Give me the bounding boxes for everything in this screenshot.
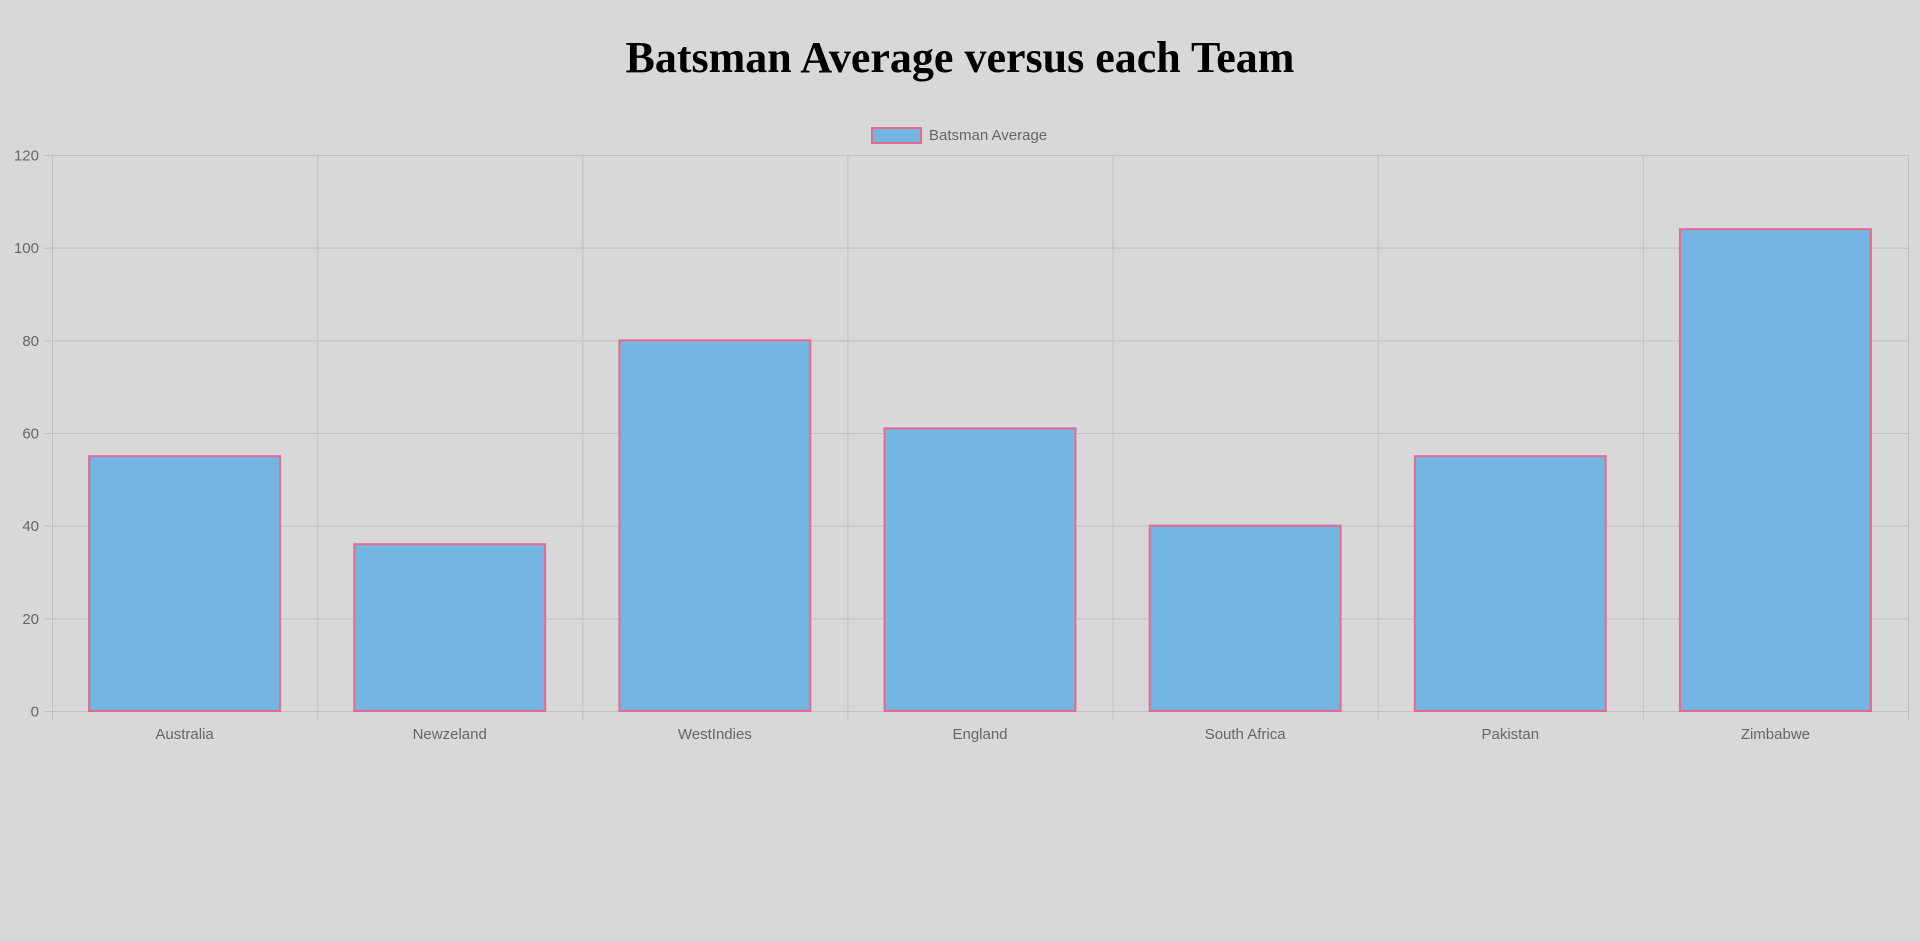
axes: 0 20 40 60 80 100 120 Australia Newzeland WestInd… xyxy=(14,148,1810,744)
bar-pakistan[interactable] xyxy=(1413,455,1607,712)
y-tick-label: 0 xyxy=(31,704,39,721)
x-tick-label: Pakistan xyxy=(1482,726,1540,743)
x-tick-label: England xyxy=(952,726,1007,743)
y-tick-label: 120 xyxy=(14,148,39,165)
legend-swatch[interactable] xyxy=(871,127,922,144)
x-tick-label: WestIndies xyxy=(678,726,752,743)
x-tick-label: Newzeland xyxy=(413,726,487,743)
legend-label[interactable]: Batsman Average xyxy=(929,127,1047,144)
legend[interactable]: Batsman Average xyxy=(871,127,1047,144)
y-tick-label: 60 xyxy=(22,426,39,443)
chart-title: Batsman Average versus each Team xyxy=(625,33,1295,82)
bar-westindies[interactable] xyxy=(618,339,812,712)
bar-australia[interactable] xyxy=(88,455,282,712)
bars xyxy=(88,228,1872,713)
x-tick-label: Zimbabwe xyxy=(1741,726,1810,743)
x-tick-label: South Africa xyxy=(1205,726,1287,743)
x-tick-label: Australia xyxy=(155,726,214,743)
bar-south-africa[interactable] xyxy=(1148,524,1342,713)
y-tick-label: 80 xyxy=(22,333,39,350)
bar-newzeland[interactable] xyxy=(353,543,547,713)
y-tick-label: 100 xyxy=(14,240,39,257)
bar-zimbabwe[interactable] xyxy=(1678,228,1872,712)
bar-england[interactable] xyxy=(883,427,1077,712)
y-tick-label: 20 xyxy=(22,611,39,628)
y-tick-label: 40 xyxy=(22,518,39,535)
